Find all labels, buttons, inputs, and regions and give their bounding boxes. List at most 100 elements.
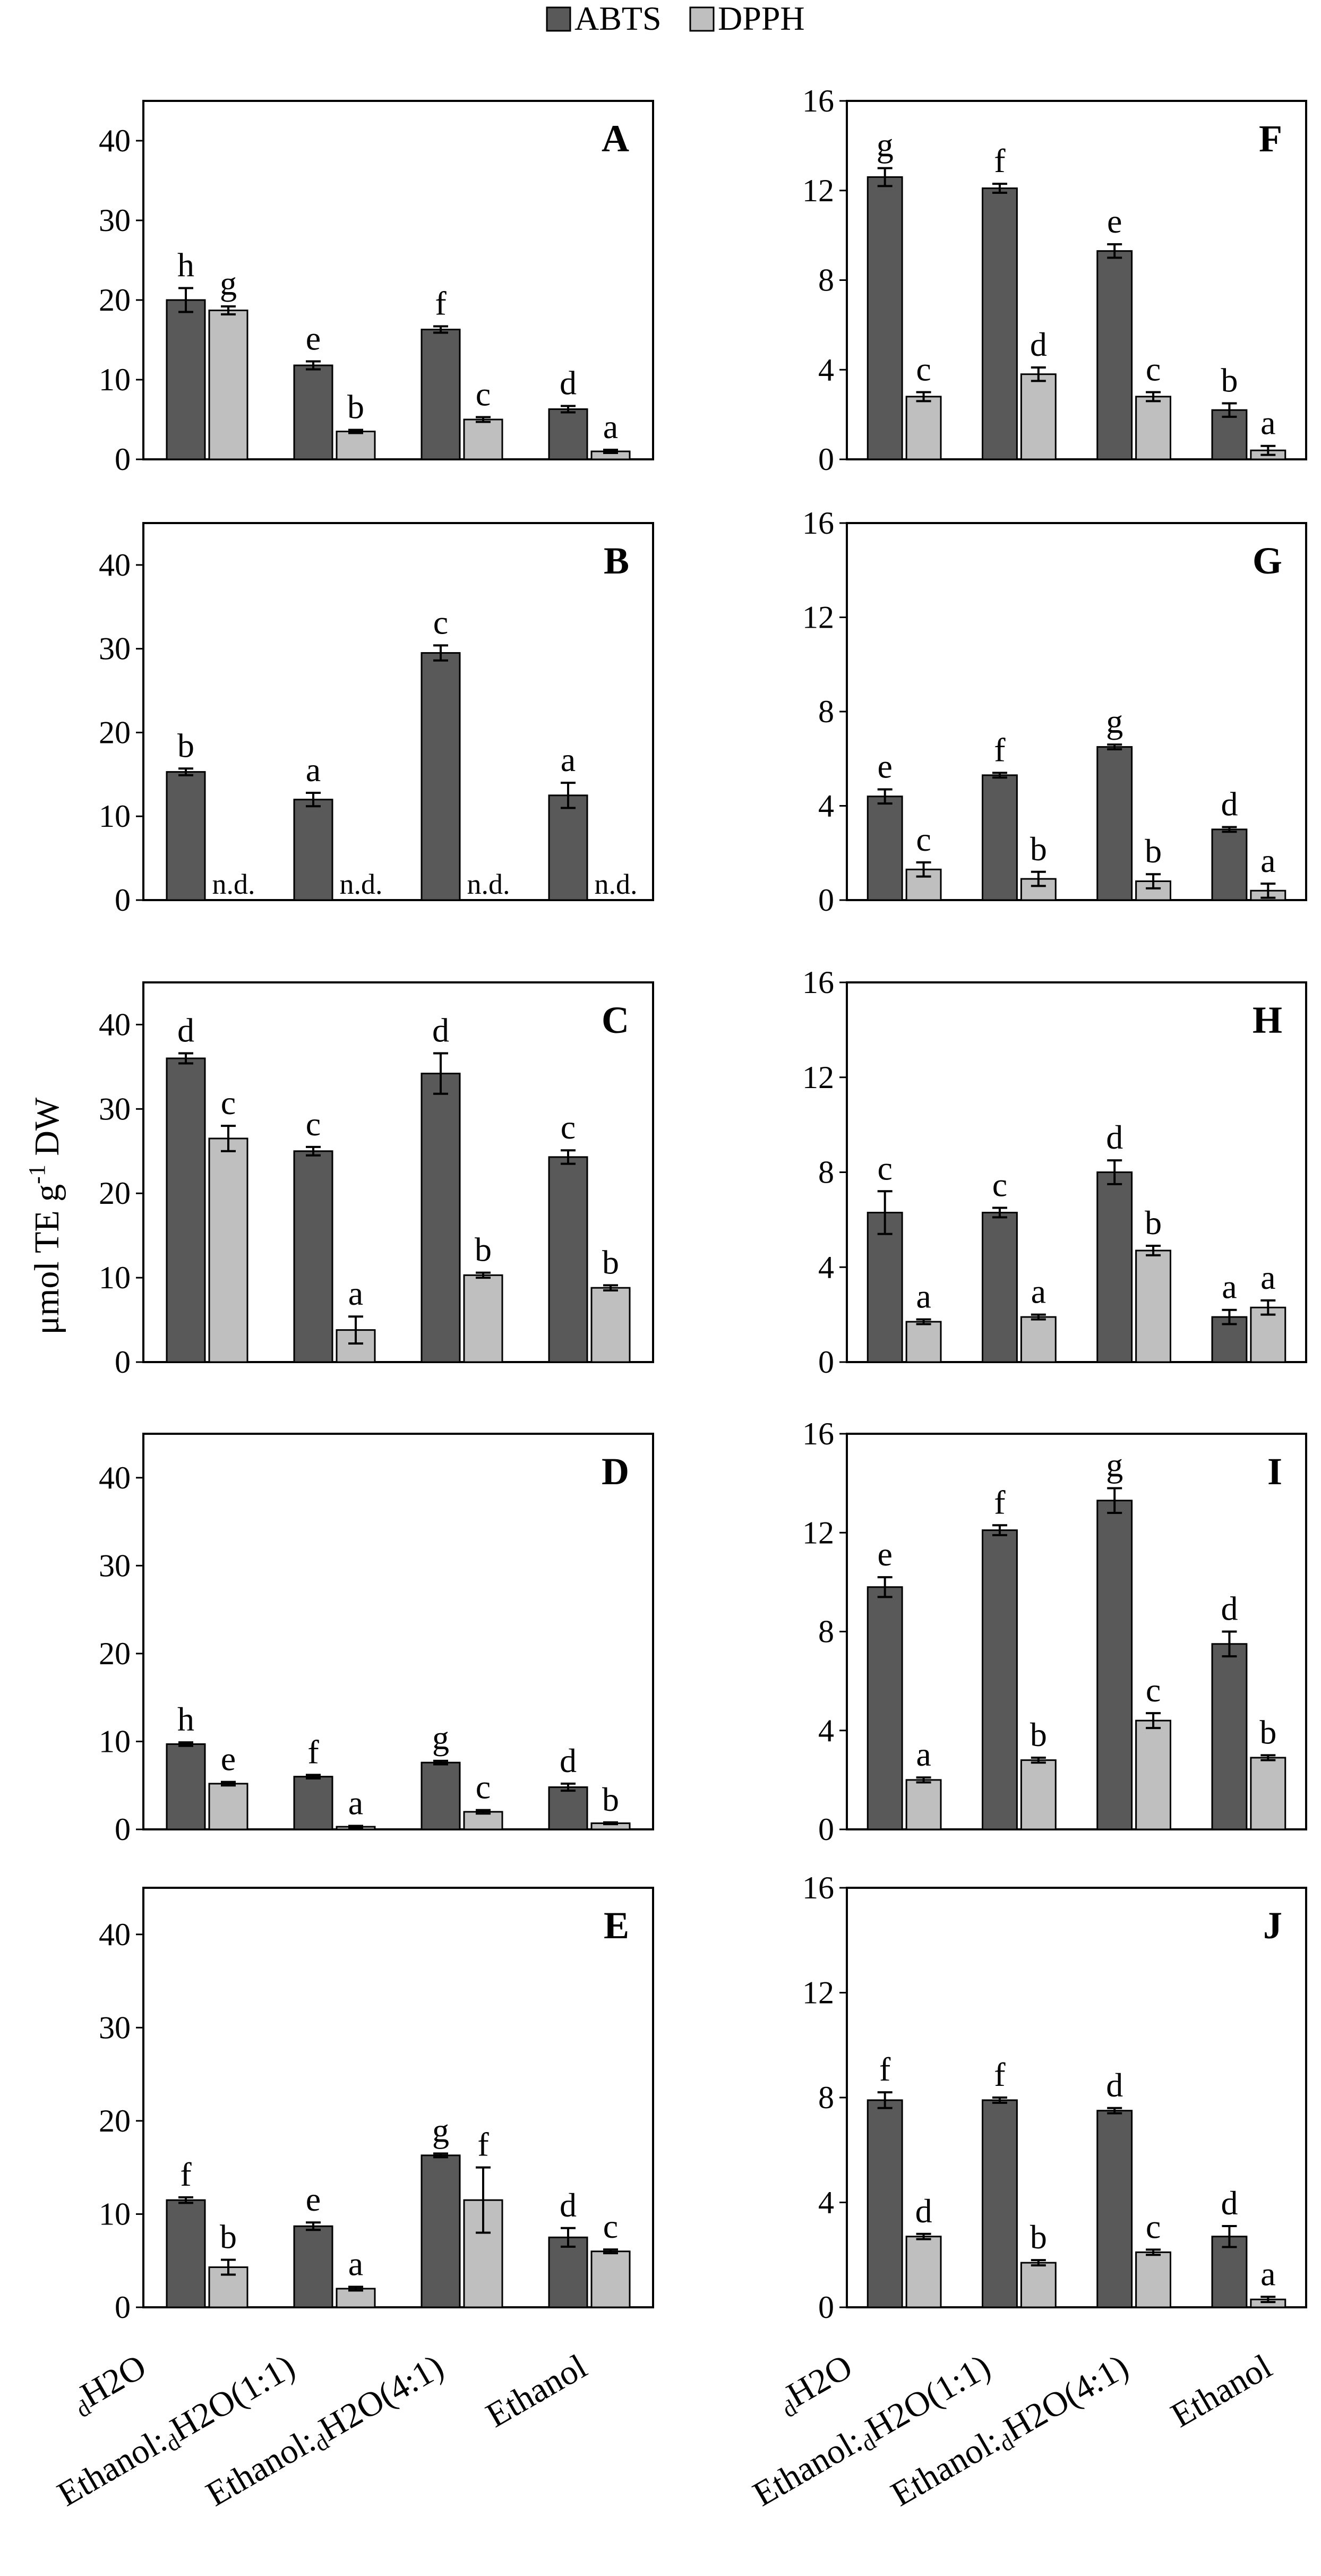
ytick-label-A: 20: [99, 283, 131, 318]
bar-dpph-A: [208, 310, 248, 460]
sig-letter-E: d: [560, 2186, 577, 2224]
sig-letter-A: b: [347, 388, 364, 426]
legend-swatch-abts: [546, 6, 571, 32]
panel-label-C: C: [602, 999, 629, 1041]
sig-letter-G: f: [994, 731, 1006, 768]
sig-letter-G: c: [916, 820, 931, 858]
bar-abts-C: [293, 1150, 333, 1363]
sig-letter-A: f: [435, 285, 447, 322]
bar-abts-I: [982, 1529, 1018, 1830]
sig-letter-J: f: [994, 2056, 1006, 2093]
ytick-label-G: 8: [818, 694, 834, 729]
ytick-label-B: 20: [99, 715, 131, 750]
sig-letter-J: d: [915, 2192, 932, 2230]
sig-letter-B: c: [433, 603, 448, 641]
sig-letter-J: d: [1106, 2066, 1123, 2104]
sig-letter-E: c: [603, 2207, 618, 2245]
sig-letter-D: g: [432, 1719, 449, 1757]
bar-dpph-I: [1020, 1759, 1057, 1830]
bar-abts-I: [867, 1586, 903, 1830]
bar-dpph-I: [1135, 1719, 1171, 1830]
sig-letter-H: c: [877, 1149, 892, 1187]
ytick-label-D: 30: [99, 1548, 131, 1583]
sig-letter-A: g: [220, 264, 237, 302]
y-axis-label: μmol TE g-1 DW: [24, 1097, 66, 1334]
bar-abts-E: [293, 2225, 333, 2308]
sig-letter-F: d: [1030, 326, 1047, 363]
sig-letter-G: b: [1030, 830, 1047, 868]
ytick-label-C: 20: [99, 1176, 131, 1211]
ytick-label-C: 40: [99, 1007, 131, 1042]
bar-dpph-J: [905, 2236, 942, 2308]
legend-swatch-dpph: [689, 6, 715, 32]
ytick-label-E: 0: [115, 2290, 131, 2325]
ytick-label-H: 0: [818, 1345, 834, 1380]
ytick-label-J: 16: [802, 1870, 834, 1905]
sig-letter-J: b: [1030, 2218, 1047, 2256]
sig-letter-D: e: [221, 1740, 236, 1778]
x-axis-labels-left: dH2O Ethanol:dH2O(1:1) Ethanol:dH2O(4:1)…: [51, 2347, 593, 2514]
ytick-label-E: 20: [99, 2103, 131, 2138]
sig-letter-A: a: [603, 408, 618, 446]
ytick-label-B: 40: [99, 547, 131, 583]
sig-letter-I: g: [1106, 1446, 1123, 1484]
sig-letter-G: g: [1106, 703, 1123, 740]
bar-abts-B: [421, 652, 461, 901]
sig-letter-F: a: [1260, 404, 1275, 442]
bar-dpph-H: [1135, 1250, 1171, 1363]
sig-letter-G: d: [1221, 785, 1238, 823]
bar-abts-B: [166, 771, 206, 901]
x-axis-labels-right: dH2O Ethanol:dH2O(1:1) Ethanol:dH2O(4:1)…: [747, 2347, 1278, 2514]
sig-letter-C: b: [475, 1231, 492, 1269]
sig-letter-D: f: [307, 1733, 319, 1770]
bar-abts-H: [1096, 1171, 1133, 1363]
ytick-label-B: 0: [115, 883, 131, 918]
panel-frame-A: [142, 100, 654, 460]
sig-letter-B: b: [177, 726, 194, 764]
x-label-ethanol-left: Ethanol: [479, 2347, 593, 2435]
ytick-label-J: 4: [818, 2185, 834, 2220]
sig-letter-F: f: [994, 142, 1006, 179]
sig-letter-H: a: [1222, 1268, 1237, 1306]
sig-letter-I: b: [1030, 1716, 1047, 1753]
bar-dpph-E: [336, 2288, 376, 2308]
bar-dpph-E: [590, 2250, 631, 2308]
ytick-label-J: 0: [818, 2290, 834, 2325]
sig-letter-G: b: [1145, 832, 1162, 870]
bar-dpph-C: [463, 1274, 503, 1363]
ytick-label-G: 16: [802, 506, 834, 541]
ytick-label-B: 30: [99, 631, 131, 666]
sig-letter-C: c: [561, 1108, 576, 1146]
bar-abts-B: [548, 794, 588, 901]
sig-letter-F: c: [916, 350, 931, 388]
bar-dpph-D: [208, 1783, 248, 1830]
ytick-label-I: 16: [802, 1416, 834, 1451]
bar-abts-F: [982, 187, 1018, 460]
sig-letter-J: d: [1221, 2184, 1238, 2222]
sig-letter-E: a: [348, 2245, 363, 2282]
sig-letter-J: c: [1146, 2207, 1161, 2245]
y-axis-label-post: DW: [28, 1097, 66, 1165]
bar-abts-G: [982, 774, 1018, 901]
bar-abts-D: [166, 1743, 206, 1830]
panel-F: 0 4 8 12 16 Fg c f d e c ba: [802, 83, 1307, 477]
sig-letter-F: b: [1221, 362, 1238, 399]
ytick-label-H: 8: [818, 1155, 834, 1190]
ytick-label-H: 16: [802, 965, 834, 1000]
bar-dpph-A: [336, 431, 376, 460]
panel-label-I: I: [1267, 1450, 1282, 1493]
sig-letter-C: b: [602, 1243, 619, 1281]
sig-letter-C: c: [306, 1105, 321, 1143]
sig-letter-I: a: [916, 1735, 931, 1773]
bar-abts-I: [1211, 1643, 1248, 1830]
sig-letter-I: d: [1221, 1590, 1238, 1628]
sig-letter-E: f: [477, 2126, 489, 2163]
y-axis-label-sup: -1: [24, 1165, 50, 1184]
bar-dpph-C: [208, 1137, 248, 1363]
sig-letter-H: c: [992, 1166, 1007, 1204]
bar-dpph-C: [590, 1287, 631, 1363]
ytick-label-B: 10: [99, 799, 131, 834]
nd-label-B: n.d.: [595, 868, 638, 900]
ytick-label-C: 30: [99, 1091, 131, 1126]
